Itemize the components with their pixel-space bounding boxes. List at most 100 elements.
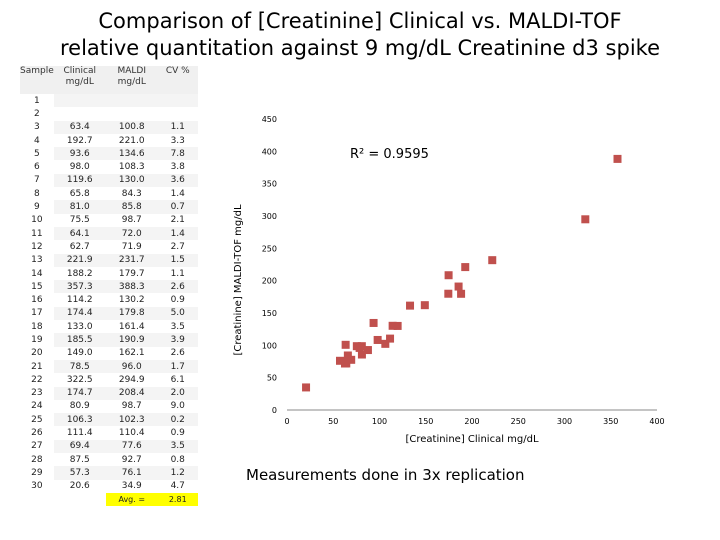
table-row: 18 133.0 161.4 3.5 <box>20 320 198 333</box>
table-row: 17 174.4 179.8 5.0 <box>20 306 198 321</box>
data-point <box>420 301 429 310</box>
cell-sample: 5 <box>34 148 40 159</box>
cell-cv: 3.3 <box>170 135 185 146</box>
cell-cv: 0.8 <box>170 454 185 465</box>
cell-clinical: 111.4 <box>66 428 93 439</box>
avg-label: Avg. = <box>105 492 158 507</box>
data-point <box>336 356 345 365</box>
data-point <box>613 154 622 163</box>
cell-maldi: 102.3 <box>105 413 158 427</box>
data-point <box>454 282 463 291</box>
x-tick-label: 150 <box>418 417 433 426</box>
x-axis-label: [Creatinine] Clinical mg/dL <box>405 434 538 445</box>
cell-maldi: 98.7 <box>121 401 142 412</box>
y-tick-label: 150 <box>262 309 277 318</box>
cell-cv: 0.2 <box>157 413 198 427</box>
table-row: 27 69.4 77.6 3.5 <box>20 439 198 454</box>
data-point <box>444 289 453 298</box>
cell-cv: 3.8 <box>170 162 185 173</box>
y-tick-label: 50 <box>267 374 277 383</box>
header-clinical: Clinical mg/dL <box>53 66 106 94</box>
data-point <box>581 215 590 224</box>
cell-sample: 2 <box>34 108 40 119</box>
table-row: 30 20.6 34.9 4.7 <box>20 480 198 493</box>
cell-clinical: 221.9 <box>53 253 106 267</box>
data-point <box>357 342 366 351</box>
cell-clinical: 65.8 <box>69 188 90 199</box>
cell-clinical: 357.3 <box>53 280 106 294</box>
cell-cv: 2.1 <box>170 215 185 226</box>
cell-maldi: 134.6 <box>105 147 158 161</box>
cell-cv: 3.5 <box>170 321 185 332</box>
cell-maldi: 98.7 <box>121 215 142 226</box>
data-point <box>302 383 311 392</box>
cell-cv: 3.6 <box>157 173 198 188</box>
data-point <box>381 339 390 348</box>
table-row: 12 62.7 71.9 2.7 <box>20 240 198 253</box>
table-row: 7 119.6 130.0 3.6 <box>20 173 198 188</box>
cell-clinical: 80.9 <box>69 401 90 412</box>
cell-clinical <box>53 94 106 108</box>
cell-maldi: 110.4 <box>118 428 145 439</box>
title-line-1: Comparison of [Creatinine] Clinical vs. … <box>98 9 622 33</box>
table-row: 11 64.1 72.0 1.4 <box>20 226 198 241</box>
cell-maldi: 100.8 <box>105 120 158 134</box>
cell-cv: 1.4 <box>170 188 185 199</box>
table-row: 21 78.5 96.0 1.7 <box>20 359 198 374</box>
table-row: 24 80.9 98.7 9.0 <box>20 400 198 413</box>
x-tick-label: 0 <box>284 417 289 426</box>
cell-cv: 2.6 <box>157 280 198 294</box>
cell-sample: 28 <box>31 454 43 465</box>
cell-sample: 15 <box>31 281 43 292</box>
cell-clinical: 57.3 <box>53 466 106 480</box>
cell-cv: 6.1 <box>170 374 185 385</box>
cell-maldi: 161.4 <box>118 321 145 332</box>
cell-sample: 21 <box>31 361 43 372</box>
cell-clinical: 64.1 <box>53 226 106 241</box>
table-row: 29 57.3 76.1 1.2 <box>20 466 198 480</box>
cell-sample: 8 <box>34 188 40 199</box>
cell-maldi: 179.8 <box>105 306 158 321</box>
cell-cv: 2.0 <box>157 386 198 400</box>
cell-maldi: 84.3 <box>121 188 142 199</box>
cell-maldi: 108.3 <box>118 162 145 173</box>
cell-maldi: 190.9 <box>105 333 158 347</box>
cell-clinical: 63.4 <box>53 120 106 134</box>
table-row: 9 81.0 85.8 0.7 <box>20 200 198 214</box>
y-tick-label: 250 <box>262 244 277 253</box>
data-point <box>488 256 497 265</box>
data-point <box>388 321 397 330</box>
cell-maldi: 72.0 <box>105 226 158 241</box>
cell-clinical: 149.0 <box>66 348 93 359</box>
cell-maldi: 221.0 <box>118 135 145 146</box>
cell-sample: 18 <box>31 321 43 332</box>
cell-clinical: 81.0 <box>53 200 106 214</box>
x-tick-label: 200 <box>464 417 479 426</box>
x-tick-label: 400 <box>649 417 664 426</box>
data-point <box>341 340 350 349</box>
cell-cv: 1.1 <box>170 268 185 279</box>
cell-cv: 0.9 <box>170 295 185 306</box>
table-row: 15 357.3 388.3 2.6 <box>20 280 198 294</box>
cell-sample: 19 <box>31 334 43 345</box>
data-point <box>393 321 402 330</box>
table-row: 10 75.5 98.7 2.1 <box>20 214 198 227</box>
cell-sample: 14 <box>31 268 43 279</box>
cell-clinical: 322.5 <box>66 374 93 385</box>
cell-sample: 22 <box>31 374 43 385</box>
cell-maldi: 388.3 <box>105 280 158 294</box>
cell-clinical: 133.0 <box>66 321 93 332</box>
data-point <box>386 334 395 343</box>
data-point <box>461 263 470 272</box>
cell-maldi: 34.9 <box>121 481 142 492</box>
y-tick-label: 400 <box>262 147 277 156</box>
cell-clinical: 174.4 <box>53 306 106 321</box>
cell-cv: 9.0 <box>170 401 185 412</box>
x-tick-label: 250 <box>511 417 526 426</box>
table-row: 16 114.2 130.2 0.9 <box>20 293 198 306</box>
data-point <box>457 289 466 298</box>
x-tick-label: 350 <box>603 417 618 426</box>
data-point <box>369 318 378 327</box>
cell-cv: 2.6 <box>170 348 185 359</box>
